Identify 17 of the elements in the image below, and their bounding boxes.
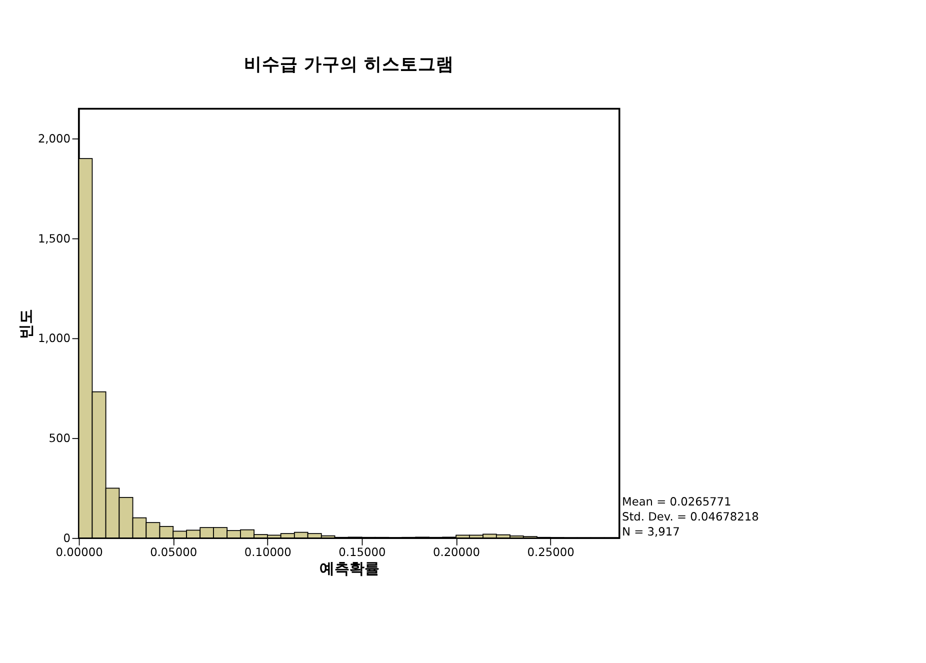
- x-tick-label: 0.20000: [432, 544, 480, 559]
- y-tick-label: 0: [63, 530, 71, 545]
- y-tick-label: 1,500: [38, 231, 71, 246]
- x-tick-label: 0.25000: [527, 544, 574, 559]
- x-tick-label: 0.05000: [150, 544, 198, 559]
- x-tick-label: 0.00000: [56, 544, 103, 559]
- x-tick-label: 0.10000: [244, 544, 292, 559]
- y-tick-label: 500: [48, 431, 71, 446]
- text: N = 3,917: [622, 524, 680, 538]
- y-axis-title: 빈도: [16, 308, 35, 339]
- x-axis-title: 예측확률: [320, 559, 380, 578]
- x-tick-label: 0.15000: [338, 544, 386, 559]
- y-tick-label: 2,000: [38, 132, 71, 146]
- text: Mean = 0.0265771: [622, 494, 732, 509]
- text: Std. Dev. = 0.04678218: [622, 509, 759, 524]
- y-tick-label: 1,000: [38, 331, 71, 346]
- chart-title: 비수급 가구의 히스토그램: [244, 55, 454, 76]
